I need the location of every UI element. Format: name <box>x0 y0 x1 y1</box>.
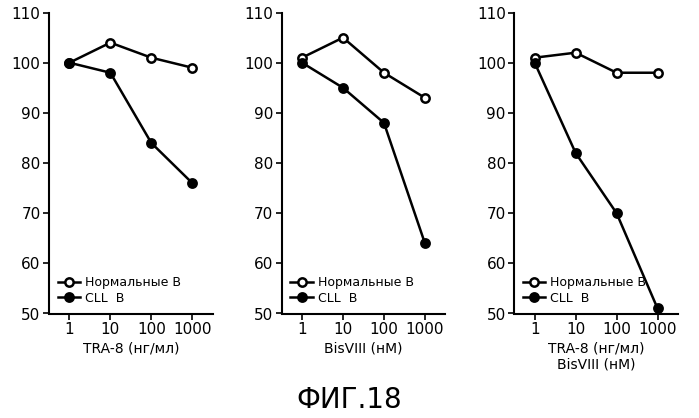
Legend: Нормальные В, CLL  В: Нормальные В, CLL В <box>55 274 184 307</box>
Legend: Нормальные В, CLL  В: Нормальные В, CLL В <box>521 274 649 307</box>
X-axis label: TRA-8 (нг/мл)
BisVIII (нМ): TRA-8 (нг/мл) BisVIII (нМ) <box>548 341 644 371</box>
X-axis label: BisVIII (нМ): BisVIII (нМ) <box>324 341 403 355</box>
Text: ФИГ.18: ФИГ.18 <box>296 386 403 414</box>
X-axis label: TRA-8 (нг/мл): TRA-8 (нг/мл) <box>82 341 179 355</box>
Legend: Нормальные В, CLL  В: Нормальные В, CLL В <box>288 274 417 307</box>
